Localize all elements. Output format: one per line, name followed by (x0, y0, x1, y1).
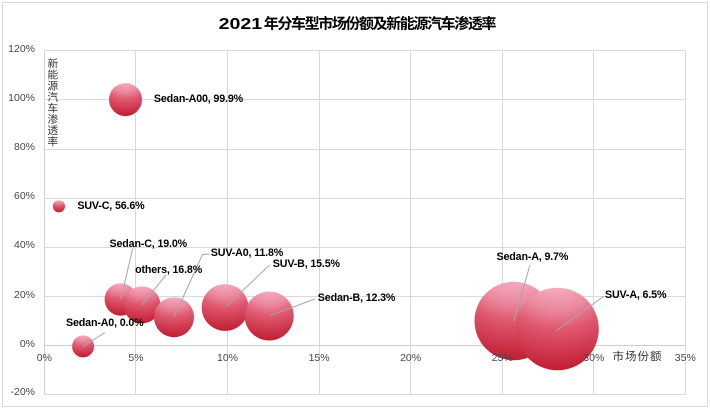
svg-text:2021: 2021 (219, 16, 263, 33)
